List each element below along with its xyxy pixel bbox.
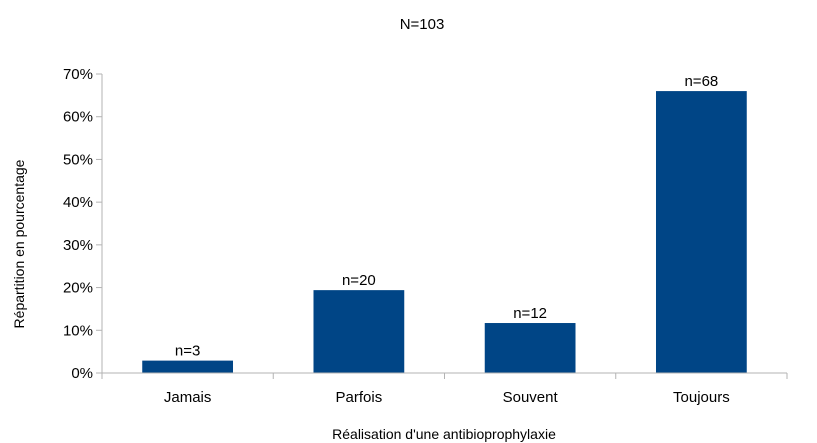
y-axis: 0% 10% 20% 30% 40% 50% 60% 70% [63, 66, 102, 382]
y-tick-label: 0% [71, 365, 93, 382]
y-tick-label: 40% [63, 194, 93, 211]
y-tick-label: 10% [63, 322, 93, 339]
x-axis: Jamais Parfois Souvent Toujours [101, 373, 788, 406]
y-tick-label: 50% [63, 151, 93, 168]
data-label: n=12 [513, 305, 547, 322]
x-tick-label: Toujours [673, 389, 730, 406]
bar [484, 323, 576, 373]
x-tick-label: Souvent [503, 389, 559, 406]
bar [655, 91, 747, 373]
data-labels: n=3 n=20 n=12 n=68 [175, 73, 718, 360]
y-tick-label: 30% [63, 237, 93, 254]
bar [313, 290, 405, 373]
y-tick-label: 70% [63, 66, 93, 83]
bar [142, 360, 234, 373]
bars [142, 91, 747, 373]
x-tick-label: Parfois [336, 389, 383, 406]
data-label: n=68 [684, 73, 718, 90]
x-axis-title: Réalisation d'une antibioprophylaxie [332, 426, 556, 442]
y-axis-title: Répartition en pourcentage [11, 159, 27, 328]
x-tick-label: Jamais [164, 389, 212, 406]
y-tick-label: 20% [63, 280, 93, 297]
data-label: n=3 [175, 343, 200, 360]
data-label: n=20 [342, 272, 376, 289]
chart-title: N=103 [400, 16, 445, 33]
y-tick-label: 60% [63, 109, 93, 126]
